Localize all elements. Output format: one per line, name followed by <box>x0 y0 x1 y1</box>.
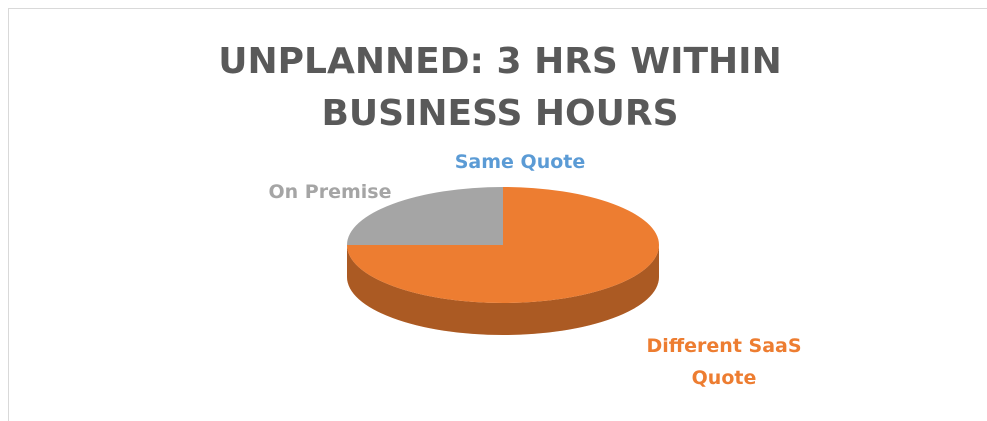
slice-side-shade <box>347 245 659 335</box>
chart-title: UNPLANNED: 3 HRS WITHIN BUSINESS HOURS <box>218 41 782 134</box>
chart-frame <box>8 8 987 421</box>
slice-label: On Premise <box>268 181 392 203</box>
slice-label: Different SaaS Quote <box>646 335 802 389</box>
slice-label: Same Quote <box>454 151 586 173</box>
slice <box>347 187 503 245</box>
slice-side <box>347 245 659 335</box>
